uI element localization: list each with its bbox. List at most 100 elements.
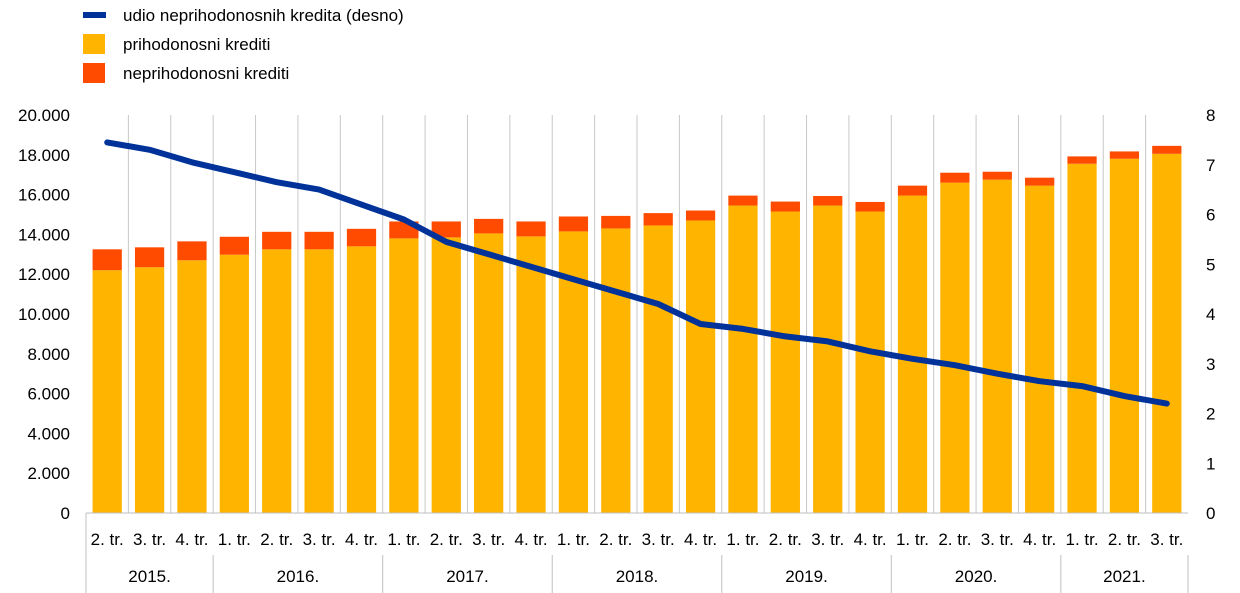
- x-tick-label: 4. tr.: [514, 530, 547, 549]
- bar-performing: [1025, 185, 1055, 513]
- bar-nonperforming: [601, 215, 631, 229]
- bar-nonperforming: [685, 210, 716, 221]
- y-axis-left: 0 2.000 4.000 6.000 8.000 10.000 12.000 14.000 1…: [18, 106, 70, 523]
- bar-performing: [389, 238, 419, 513]
- legend-swatch-box: [83, 34, 105, 54]
- bar-performing: [601, 228, 631, 513]
- y-right-tick-label: 4: [1206, 305, 1215, 324]
- y-right-tick-label: 5: [1206, 255, 1215, 274]
- bar-nonperforming: [431, 221, 461, 238]
- bar-performing: [940, 182, 970, 513]
- bar-performing: [262, 249, 292, 513]
- bar-performing: [1109, 158, 1140, 513]
- bar-nonperforming: [940, 172, 970, 183]
- bar-nonperforming: [643, 213, 673, 226]
- bars: [92, 145, 1182, 514]
- x-tick-label: 4. tr.: [1023, 530, 1056, 549]
- x-tick-label: 3. tr.: [472, 530, 505, 549]
- line-series: [104, 139, 1170, 407]
- x-tick-label: 2. tr.: [91, 530, 124, 549]
- y-left-tick-label: 0: [61, 504, 70, 523]
- year-label: 2021.: [1103, 567, 1146, 586]
- bar-nonperforming: [219, 236, 249, 255]
- bar-nonperforming: [92, 249, 122, 271]
- bar-nonperforming: [813, 195, 843, 206]
- bar-performing: [1067, 163, 1097, 513]
- legend: udio neprihodonosnih kredita (desno) prih…: [83, 6, 404, 83]
- y-left-tick-label: 18.000: [18, 146, 70, 165]
- y-left-tick-label: 20.000: [18, 106, 70, 125]
- legend-label: neprihodonosni krediti: [123, 64, 289, 83]
- y-right-tick-label: 3: [1206, 355, 1215, 374]
- bar-performing: [219, 254, 249, 513]
- bar-nonperforming: [897, 185, 928, 196]
- bar-nonperforming: [982, 171, 1012, 180]
- year-label: 2016.: [277, 567, 320, 586]
- x-tick-label: 3. tr.: [133, 530, 166, 549]
- x-tick-label: 1. tr.: [557, 530, 590, 549]
- bar-performing: [304, 249, 334, 513]
- bar-performing: [1152, 153, 1182, 513]
- bar-nonperforming: [558, 216, 589, 232]
- x-tick-label: 1. tr.: [726, 530, 759, 549]
- y-right-tick-label: 2: [1206, 405, 1215, 424]
- bar-nonperforming: [770, 201, 800, 212]
- bar-nonperforming: [728, 195, 758, 206]
- npl-ratio-line: [104, 139, 1170, 407]
- x-tick-label: 3. tr.: [303, 530, 336, 549]
- x-tick-label: 1. tr.: [896, 530, 929, 549]
- bar-nonperforming: [1109, 151, 1140, 159]
- bar-nonperforming: [516, 221, 546, 237]
- bar-performing: [770, 211, 800, 513]
- x-tick-label: 3. tr.: [811, 530, 844, 549]
- year-label: 2015.: [128, 567, 171, 586]
- bar-nonperforming: [304, 231, 334, 250]
- year-label: 2020.: [955, 567, 998, 586]
- y-left-tick-label: 6.000: [27, 385, 70, 404]
- bar-performing: [134, 267, 165, 513]
- y-right-tick-label: 8: [1206, 106, 1215, 125]
- bar-performing: [474, 233, 504, 513]
- y-right-tick-label: 6: [1206, 206, 1215, 225]
- bar-nonperforming: [177, 241, 207, 261]
- x-tick-label: 4. tr.: [345, 530, 378, 549]
- x-tick-label: 1. tr.: [1065, 530, 1098, 549]
- y-right-tick-label: 0: [1206, 504, 1215, 523]
- x-tick-label: 4. tr.: [684, 530, 717, 549]
- bar-nonperforming: [346, 228, 377, 247]
- x-tick-label: 1. tr.: [387, 530, 420, 549]
- bar-performing: [728, 205, 758, 514]
- x-tick-label: 3. tr.: [1150, 530, 1183, 549]
- bar-performing: [813, 205, 843, 514]
- bar-performing: [431, 237, 461, 513]
- x-tick-label: 3. tr.: [981, 530, 1014, 549]
- x-tick-label: 1. tr.: [218, 530, 251, 549]
- y-left-tick-label: 12.000: [18, 265, 70, 284]
- year-label: 2019.: [785, 567, 828, 586]
- legend-label: udio neprihodonosnih kredita (desno): [123, 6, 404, 25]
- x-tick-label: 4. tr.: [175, 530, 208, 549]
- x-tick-label: 4. tr.: [854, 530, 887, 549]
- y-left-tick-label: 16.000: [18, 186, 70, 205]
- y-axis-right: 0 1 2 3 4 5 6 7 8: [1206, 106, 1215, 523]
- bar-nonperforming: [262, 231, 292, 250]
- x-tick-label: 2. tr.: [938, 530, 971, 549]
- bar-nonperforming: [474, 218, 504, 234]
- x-tick-label: 2. tr.: [430, 530, 463, 549]
- legend-swatch-box: [83, 63, 105, 83]
- y-left-tick-label: 10.000: [18, 305, 70, 324]
- x-tick-label: 2. tr.: [769, 530, 802, 549]
- legend-swatch-line: [83, 12, 106, 18]
- bar-performing: [92, 270, 122, 513]
- x-tick-label: 2. tr.: [260, 530, 293, 549]
- bar-performing: [685, 220, 716, 513]
- y-left-tick-label: 8.000: [27, 345, 70, 364]
- bar-nonperforming: [1152, 145, 1182, 154]
- bar-performing: [516, 236, 546, 513]
- x-tick-label: 2. tr.: [1108, 530, 1141, 549]
- x-tick-label: 2. tr.: [599, 530, 632, 549]
- bar-performing: [643, 225, 673, 513]
- y-left-tick-label: 4.000: [27, 424, 70, 443]
- y-left-tick-label: 14.000: [18, 225, 70, 244]
